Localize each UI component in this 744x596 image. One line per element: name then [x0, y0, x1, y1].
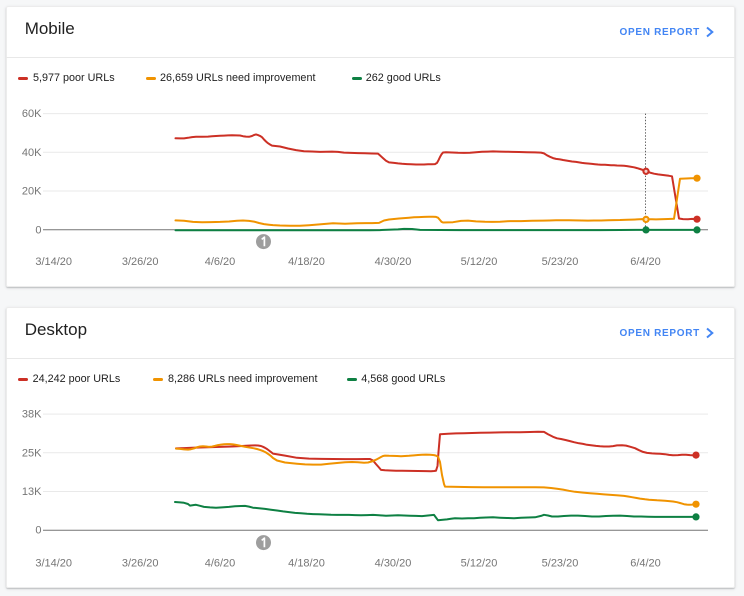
svg-text:4/6/20: 4/6/20: [205, 558, 236, 570]
svg-text:5/23/20: 5/23/20: [542, 558, 579, 570]
svg-text:6/4/20: 6/4/20: [630, 558, 661, 570]
svg-text:4/18/20: 4/18/20: [288, 558, 325, 570]
svg-text:38K: 38K: [22, 409, 42, 421]
svg-text:5/12/20: 5/12/20: [461, 558, 498, 570]
svg-text:3/26/20: 3/26/20: [122, 558, 159, 570]
svg-text:40K: 40K: [22, 147, 42, 159]
svg-text:4/30/20: 4/30/20: [375, 558, 412, 570]
svg-text:5/23/20: 5/23/20: [542, 256, 579, 268]
svg-text:5/12/20: 5/12/20: [461, 256, 498, 268]
svg-text:13K: 13K: [22, 486, 42, 498]
svg-text:4/18/20: 4/18/20: [288, 256, 325, 268]
svg-text:3/26/20: 3/26/20: [122, 256, 159, 268]
svg-text:20K: 20K: [22, 186, 42, 198]
svg-text:4/30/20: 4/30/20: [375, 256, 412, 268]
svg-text:3/14/20: 3/14/20: [35, 558, 72, 570]
svg-text:4/6/20: 4/6/20: [205, 256, 236, 268]
svg-text:0: 0: [35, 224, 41, 236]
svg-text:0: 0: [35, 525, 41, 537]
svg-text:25K: 25K: [22, 447, 42, 459]
svg-text:6/4/20: 6/4/20: [630, 256, 661, 268]
svg-text:3/14/20: 3/14/20: [35, 256, 72, 268]
svg-text:60K: 60K: [22, 108, 42, 120]
